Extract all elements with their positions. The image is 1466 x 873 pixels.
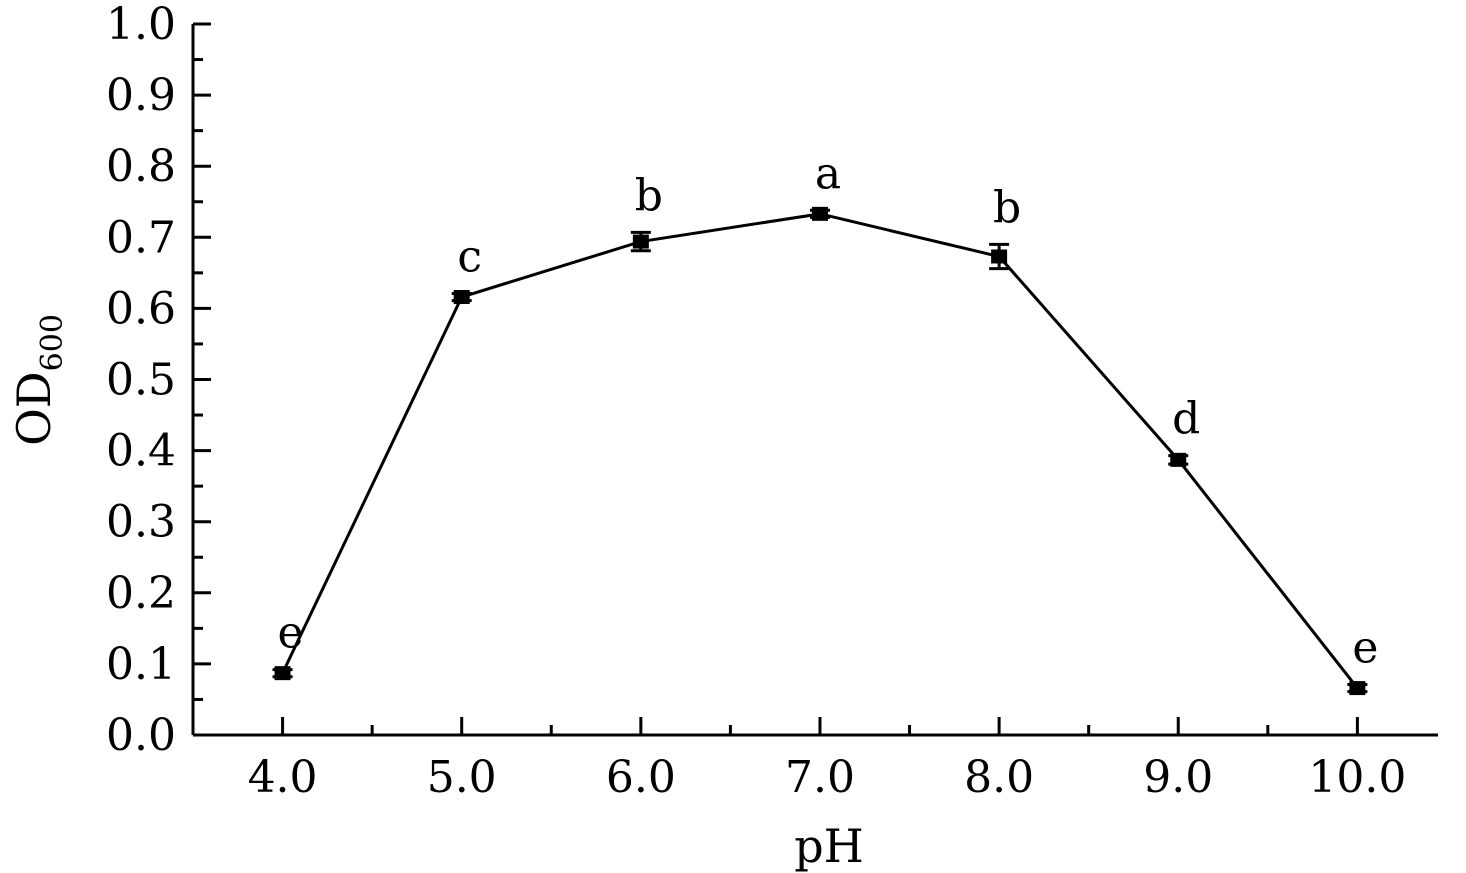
x-tick-label: 5.0 xyxy=(427,752,497,803)
y-tick-label: 0.6 xyxy=(106,283,176,334)
y-tick-label: 1.0 xyxy=(106,0,176,50)
y-tick-label: 0.3 xyxy=(106,497,176,548)
significance-label: e xyxy=(1352,623,1378,674)
series-line-group xyxy=(281,212,1359,690)
data-point xyxy=(453,290,470,305)
y-axis-title-subscript: 600 xyxy=(35,314,70,371)
markers xyxy=(274,206,1366,696)
y-tick-label: 0.7 xyxy=(106,212,176,263)
significance-labels: e c b a b d e xyxy=(278,148,1379,673)
x-tick-label: 4.0 xyxy=(248,752,318,803)
significance-label: b xyxy=(993,182,1021,233)
y-tick-label: 0.8 xyxy=(106,141,176,192)
x-tick-label: 6.0 xyxy=(606,752,676,803)
significance-label: e xyxy=(278,608,304,659)
error-bars xyxy=(272,208,1368,694)
x-axis-title: pH xyxy=(794,819,864,873)
axes xyxy=(191,24,1438,737)
data-point xyxy=(1170,452,1187,467)
y-axis-title-main: OD xyxy=(7,371,61,446)
data-point xyxy=(274,666,291,681)
significance-label: b xyxy=(635,170,663,221)
significance-label: a xyxy=(815,148,841,199)
x-tick-label: 8.0 xyxy=(964,752,1034,803)
data-point xyxy=(632,234,649,249)
y-axis-title: OD600 xyxy=(7,314,70,446)
x-ticks: 4.0 5.0 6.0 7.0 8.0 9.0 10.0 xyxy=(191,717,1406,803)
data-point xyxy=(1349,681,1366,696)
significance-label: d xyxy=(1172,394,1200,445)
x-tick-label: 7.0 xyxy=(785,752,855,803)
series-line xyxy=(281,212,1359,690)
data-point xyxy=(811,206,828,221)
y-tick-label: 0.1 xyxy=(106,639,176,690)
significance-label: c xyxy=(457,231,482,282)
y-ticks: 0.0 0.1 0.2 0.3 0.4 0.5 0.6 0.7 0.8 0.9 1.0 xyxy=(106,0,211,761)
y-tick-label: 0.5 xyxy=(106,355,176,406)
x-tick-label: 9.0 xyxy=(1143,752,1213,803)
x-tick-label: 10.0 xyxy=(1308,752,1406,803)
y-tick-label: 0.0 xyxy=(106,710,176,761)
y-tick-label: 0.9 xyxy=(106,70,176,121)
data-point xyxy=(991,249,1008,264)
y-tick-label: 0.4 xyxy=(106,426,176,477)
y-tick-label: 0.2 xyxy=(106,568,176,619)
